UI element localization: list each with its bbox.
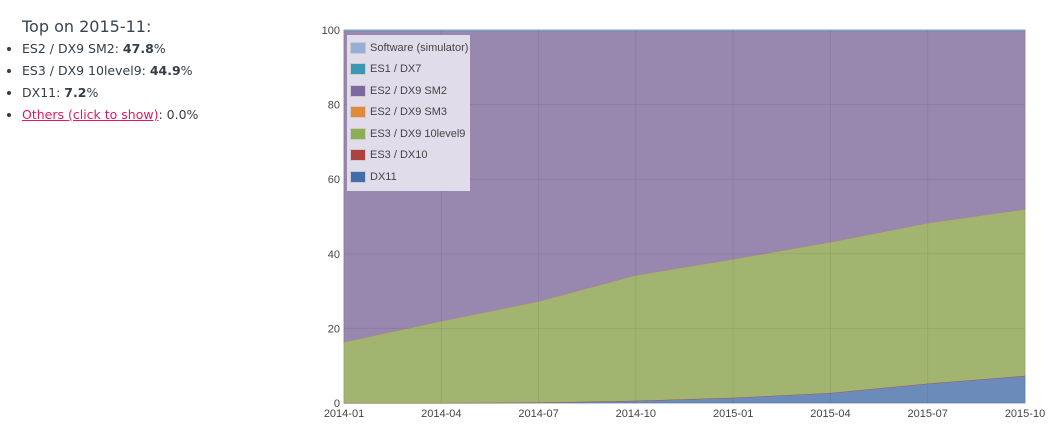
- legend-label: ES3 / DX9 10level9: [370, 127, 466, 140]
- x-tick-label: 2014-07: [518, 408, 558, 420]
- legend-swatch-icon: [350, 84, 366, 97]
- legend-swatch-icon: [350, 106, 366, 119]
- x-tick-label: 2014-01: [324, 408, 364, 420]
- y-tick-label: 20: [328, 323, 340, 335]
- legend-item-es1-dx7[interactable]: ES1 / DX7: [347, 59, 470, 81]
- x-tick-label: 2015-01: [713, 408, 753, 420]
- summary-item-label: ES2 / DX9 SM2:: [22, 41, 123, 56]
- legend-item-dx11[interactable]: DX11: [347, 166, 470, 188]
- summary-list: ES2 / DX9 SM2: 47.8% ES3 / DX9 10level9:…: [8, 38, 198, 126]
- summary-title: Top on 2015-11:: [22, 17, 152, 36]
- summary-item-suffix: %: [86, 85, 99, 100]
- legend-swatch-icon: [350, 41, 366, 54]
- legend-item-es2-dx9-sm2[interactable]: ES2 / DX9 SM2: [347, 80, 470, 102]
- x-tick-label: 2014-10: [616, 408, 656, 420]
- legend-swatch-icon: [350, 149, 366, 162]
- y-tick-label: 0: [334, 398, 340, 410]
- legend-swatch-icon: [350, 127, 366, 140]
- summary-item-value: 7.2: [64, 85, 87, 100]
- x-axis-ticks: 2014-01 2014-04 2014-07 2014-10 2015-01 2015-…: [324, 408, 1045, 420]
- x-tick-label: 2014-04: [421, 408, 461, 420]
- summary-item: DX11: 7.2%: [22, 82, 198, 104]
- legend-label: ES2 / DX9 SM2: [370, 84, 448, 97]
- x-tick-label: 2015-10: [1005, 408, 1045, 420]
- legend-item-es3-dx10[interactable]: ES3 / DX10: [347, 145, 470, 167]
- legend-label: ES3 / DX10: [370, 149, 428, 162]
- legend-item-es2-dx9-sm3[interactable]: ES2 / DX9 SM3: [347, 102, 470, 124]
- legend-label: ES2 / DX9 SM3: [370, 106, 448, 119]
- legend-label: Software (simulator): [370, 41, 469, 54]
- summary-item-label: DX11:: [22, 85, 65, 100]
- summary-panel: Top on 2015-11: ES2 / DX9 SM2: 47.8% ES3…: [8, 16, 198, 126]
- y-tick-label: 60: [328, 174, 340, 186]
- summary-item: ES3 / DX9 10level9: 44.9%: [22, 60, 198, 82]
- y-tick-label: 100: [322, 25, 340, 37]
- summary-item-value: 44.9: [149, 63, 181, 78]
- chart-grid: [343, 29, 1026, 404]
- summary-item-suffix: %: [153, 41, 166, 56]
- legend-swatch-icon: [350, 170, 366, 183]
- summary-item-suffix: %: [180, 63, 193, 78]
- summary-item-label: ES3 / DX9 10level9:: [22, 63, 150, 78]
- legend-label: DX11: [370, 170, 397, 183]
- chart-legend: Software (simulator) ES1 / DX7 ES2 / DX9 S…: [347, 35, 470, 191]
- y-axis-ticks: 0 20 40 60 80 100: [322, 25, 340, 410]
- others-value: : 0.0%: [158, 107, 199, 122]
- legend-item-es3-dx9-10level9[interactable]: ES3 / DX9 10level9: [347, 123, 470, 145]
- summary-item-value: 47.8: [122, 41, 154, 56]
- chart-areas: [343, 29, 1026, 404]
- y-tick-label: 80: [328, 100, 340, 112]
- summary-item: ES2 / DX9 SM2: 47.8%: [22, 38, 198, 60]
- legend-item-software-simulator-[interactable]: Software (simulator): [347, 37, 470, 59]
- x-tick-label: 2015-04: [810, 408, 850, 420]
- legend-label: ES1 / DX7: [370, 63, 422, 76]
- y-tick-label: 40: [328, 249, 340, 261]
- x-tick-label: 2015-07: [908, 408, 948, 420]
- legend-swatch-icon: [350, 63, 366, 76]
- summary-item-others: Others (click to show): 0.0%: [22, 104, 198, 126]
- others-link[interactable]: Others (click to show): [22, 107, 159, 122]
